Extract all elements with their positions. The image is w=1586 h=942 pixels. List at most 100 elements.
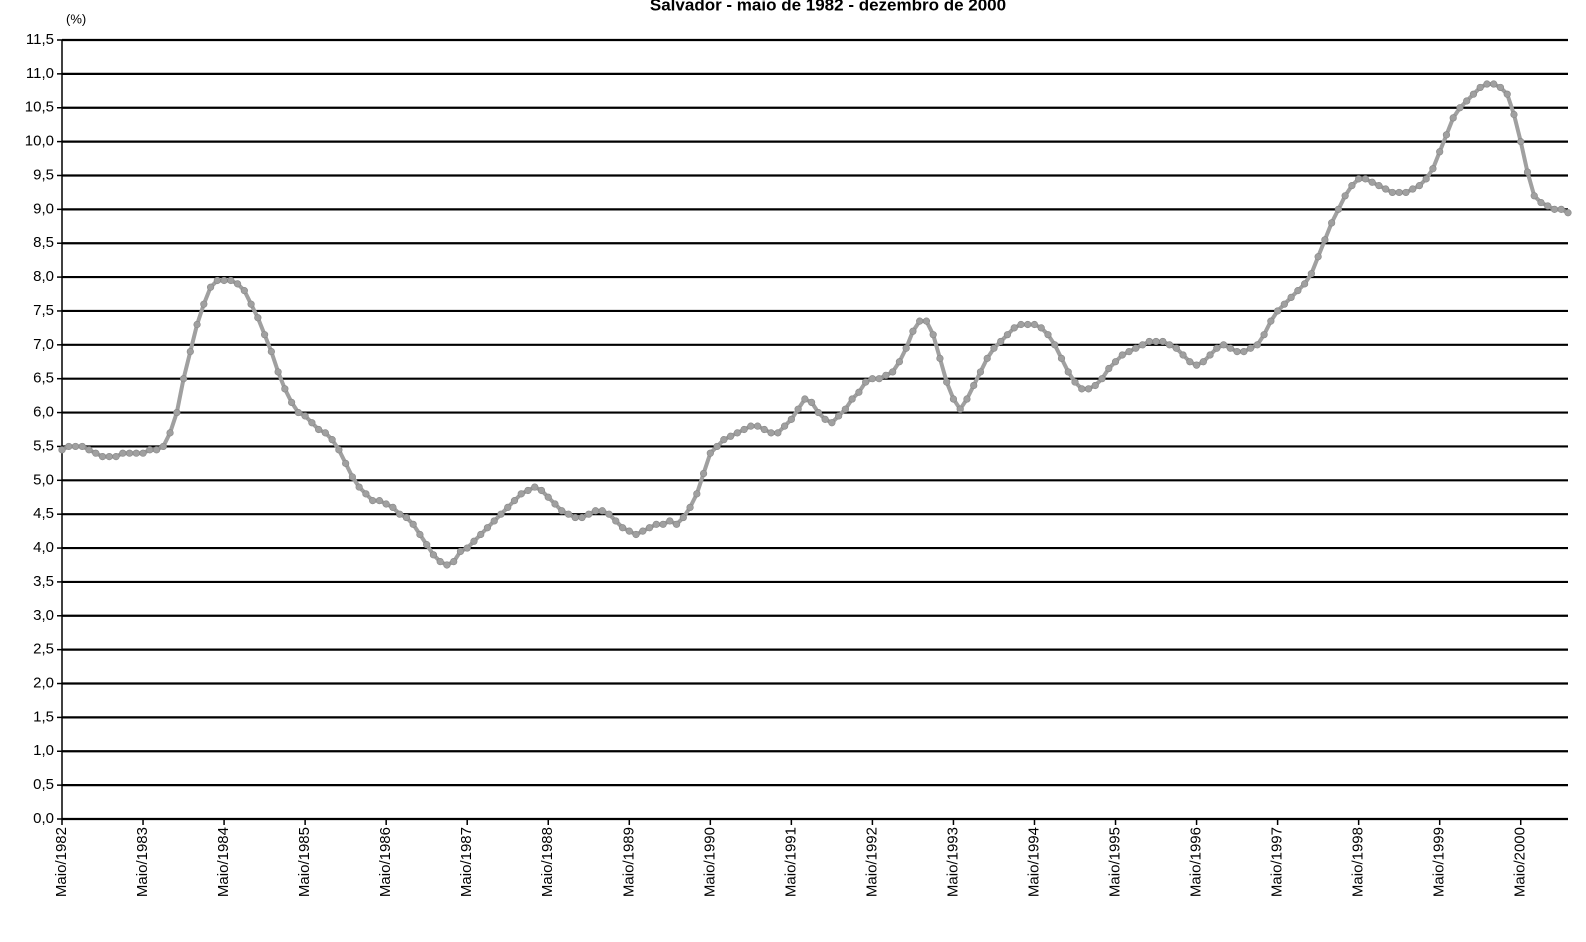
point bbox=[342, 459, 350, 467]
point bbox=[1537, 198, 1545, 207]
point bbox=[1024, 320, 1032, 329]
point bbox=[1105, 364, 1113, 373]
point bbox=[132, 449, 140, 457]
point bbox=[828, 419, 836, 427]
point bbox=[1449, 114, 1457, 122]
point bbox=[760, 425, 768, 434]
point bbox=[1078, 385, 1086, 393]
point bbox=[814, 408, 822, 417]
point bbox=[1557, 205, 1565, 213]
point bbox=[578, 513, 586, 522]
y-tick-label: 11,5 bbox=[26, 31, 54, 48]
point bbox=[389, 503, 397, 512]
point bbox=[267, 348, 275, 356]
y-tick-label: 8,5 bbox=[33, 234, 54, 251]
point bbox=[1213, 344, 1221, 352]
point bbox=[1246, 344, 1255, 352]
point bbox=[821, 415, 829, 423]
point bbox=[618, 524, 627, 532]
point bbox=[483, 524, 492, 532]
point bbox=[193, 320, 201, 329]
point bbox=[1382, 185, 1390, 193]
point bbox=[990, 344, 998, 352]
point bbox=[1219, 341, 1228, 349]
point bbox=[949, 395, 958, 403]
point bbox=[1138, 341, 1147, 349]
point bbox=[564, 510, 573, 518]
point bbox=[551, 500, 559, 508]
point bbox=[1037, 324, 1045, 332]
point bbox=[504, 503, 512, 512]
x-tick-label: Maio/1989 bbox=[620, 827, 637, 897]
point bbox=[1375, 182, 1383, 190]
point bbox=[585, 510, 593, 518]
point bbox=[308, 419, 316, 427]
series-line bbox=[61, 82, 1569, 567]
y-tick-label: 10,0 bbox=[25, 133, 54, 150]
point bbox=[1530, 192, 1538, 200]
x-tick-label: Maio/1991 bbox=[782, 827, 799, 897]
point bbox=[1091, 381, 1099, 390]
point bbox=[463, 544, 471, 552]
point bbox=[1294, 287, 1302, 295]
point bbox=[301, 412, 309, 420]
point bbox=[58, 446, 66, 454]
point bbox=[443, 561, 451, 569]
point bbox=[1496, 83, 1505, 92]
point bbox=[348, 473, 356, 481]
point bbox=[355, 483, 363, 491]
y-tick-label: 0,5 bbox=[33, 776, 54, 793]
point bbox=[868, 375, 877, 383]
point bbox=[315, 425, 323, 434]
point bbox=[639, 527, 647, 535]
x-tick-label: Maio/1986 bbox=[377, 827, 394, 897]
point bbox=[902, 344, 910, 352]
point bbox=[456, 547, 465, 556]
y-tick-label: 2,0 bbox=[33, 674, 54, 691]
point bbox=[956, 405, 964, 413]
point bbox=[436, 557, 444, 566]
point bbox=[1280, 300, 1288, 308]
point bbox=[733, 429, 741, 437]
point bbox=[470, 537, 478, 545]
point bbox=[1287, 293, 1295, 302]
point bbox=[1564, 209, 1572, 217]
point bbox=[288, 398, 296, 407]
point bbox=[1111, 358, 1120, 366]
point bbox=[1361, 175, 1369, 183]
point bbox=[801, 395, 809, 403]
point bbox=[335, 446, 343, 454]
point bbox=[1490, 80, 1498, 88]
point bbox=[1098, 375, 1106, 383]
point bbox=[889, 368, 897, 376]
point bbox=[598, 507, 606, 515]
point bbox=[1071, 378, 1079, 386]
point bbox=[1523, 168, 1532, 176]
point bbox=[652, 520, 660, 528]
point bbox=[929, 331, 937, 339]
point bbox=[835, 412, 843, 420]
point bbox=[862, 378, 870, 386]
point bbox=[855, 388, 863, 396]
point bbox=[781, 422, 789, 430]
point bbox=[1328, 219, 1336, 227]
y-tick-label: 11,0 bbox=[26, 65, 54, 82]
x-tick-label: Maio/1990 bbox=[701, 827, 718, 897]
point bbox=[1550, 205, 1559, 213]
y-tick-label: 6,5 bbox=[33, 370, 54, 387]
point bbox=[1010, 324, 1018, 332]
point bbox=[321, 429, 329, 437]
point bbox=[740, 425, 748, 434]
point bbox=[1233, 348, 1241, 356]
point bbox=[909, 327, 917, 335]
y-tick-label: 4,0 bbox=[33, 539, 54, 556]
point bbox=[105, 452, 113, 461]
point bbox=[571, 513, 579, 522]
point bbox=[679, 513, 687, 522]
y-tick-label: 5,5 bbox=[33, 437, 54, 454]
point bbox=[1483, 80, 1491, 88]
point bbox=[139, 449, 147, 457]
point bbox=[240, 287, 248, 295]
point bbox=[1192, 361, 1201, 369]
point bbox=[747, 422, 755, 430]
